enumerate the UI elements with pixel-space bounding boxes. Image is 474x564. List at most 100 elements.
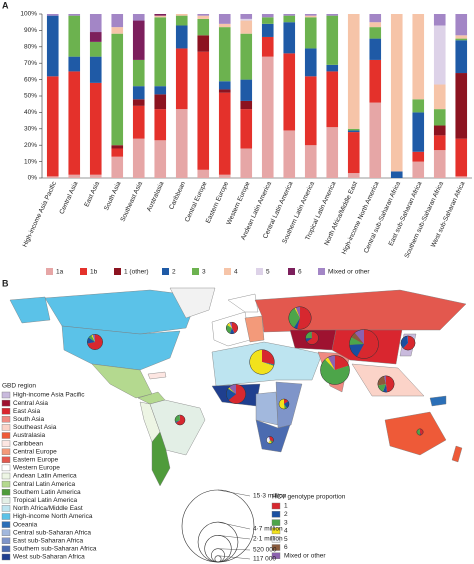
legend-label: Eastern Europe [13, 457, 59, 464]
pie-slice [270, 436, 274, 442]
legend-swatch [1, 440, 11, 447]
x-tick-label: Australasia [146, 180, 166, 212]
legend-label: Mixed or other [284, 553, 326, 560]
pie-outline [288, 306, 312, 330]
country-shape [429, 395, 447, 407]
legend-swatch [1, 505, 11, 512]
pie-slice [354, 329, 364, 344]
leader-line [217, 548, 251, 551]
bar-segment [347, 14, 360, 129]
bar-segment [46, 176, 59, 178]
y-tick-label: 40% [24, 109, 37, 116]
bar-segment [304, 48, 317, 77]
country-shape [451, 445, 463, 463]
country-shape [227, 293, 259, 313]
legend-swatch [1, 480, 11, 488]
pie-slice [229, 328, 235, 334]
legend-label: East sub-Saharan Africa [13, 538, 83, 545]
pie-slice [294, 307, 300, 318]
bar-segment [412, 99, 425, 113]
x-tick-label: Eastern Europe [205, 180, 231, 224]
legend-swatch [1, 545, 11, 553]
bar-segment [89, 56, 102, 83]
pie-outline [320, 355, 350, 385]
y-tick-label: 60% [24, 76, 37, 83]
pie-slice [266, 436, 270, 444]
bar-segment [390, 171, 403, 178]
bar-segment [283, 130, 296, 178]
legend-swatch [1, 391, 11, 399]
legend-label: 5 [266, 269, 270, 276]
legend-swatch [271, 552, 281, 559]
size-legend-label: 520 000 [253, 547, 277, 554]
bar-segment [197, 15, 210, 19]
legend-label: 1b [90, 269, 98, 276]
legend-swatch [271, 502, 281, 510]
legend-swatch [1, 416, 11, 423]
legend-label: Southeast Asia [13, 424, 57, 431]
bar-segment [218, 81, 231, 90]
bar-segment [46, 15, 59, 77]
legend-swatch [1, 472, 11, 480]
bar-segment [132, 14, 145, 21]
size-legend-circle [197, 521, 239, 563]
bar-segment [154, 17, 167, 87]
legend-swatch [1, 521, 11, 528]
bar-segment [283, 53, 296, 131]
legend-label: Andean Latin America [13, 473, 77, 480]
world-map [9, 287, 467, 487]
bar-segment [89, 32, 102, 42]
country-shape [151, 431, 171, 487]
pie-slice [419, 432, 421, 436]
pie-slice [383, 375, 386, 384]
legend-label: Central Latin America [13, 481, 76, 488]
legend-label: North Africa/Middle East [13, 505, 83, 512]
pie-slice [284, 401, 290, 409]
bar-segment [369, 38, 382, 60]
pie-slice [228, 384, 246, 404]
pie-slice [262, 362, 275, 366]
legend-label: Oceania [13, 521, 38, 528]
bar-segment [433, 135, 446, 151]
pie-slice [91, 334, 95, 342]
pie-outline [266, 436, 274, 444]
legend-label: Central Europe [13, 448, 57, 455]
legend-swatch [288, 268, 295, 275]
legend-swatch [271, 544, 281, 551]
pie-slice [306, 331, 319, 345]
bar-segment [154, 15, 167, 18]
legend-swatch [271, 527, 281, 535]
bar-segment [326, 64, 339, 72]
bar-segment [68, 56, 81, 72]
pie-slice [232, 322, 238, 334]
bar-segment [218, 23, 231, 28]
bar-segment [433, 84, 446, 110]
pie-slice [284, 404, 287, 410]
size-legend-label: 2·1 million [253, 536, 283, 543]
y-tick-label: 10% [24, 158, 37, 165]
pie-slice [351, 332, 364, 344]
panel-label: B [2, 278, 9, 288]
bar-segment [240, 14, 253, 19]
bar-segment [326, 14, 339, 16]
legend-swatch [318, 268, 325, 275]
y-tick-label: 90% [24, 27, 37, 34]
bar-segment [412, 151, 425, 162]
panel-label: A [2, 0, 9, 10]
pie-slice [268, 436, 270, 440]
legend-swatch [46, 268, 53, 275]
bar-segment [154, 109, 167, 141]
leader-line [217, 489, 251, 497]
legend-swatch [114, 268, 121, 275]
bar-segment [89, 82, 102, 175]
legend-label: 1 [284, 503, 288, 510]
leader-line [217, 535, 251, 540]
bar-segment [326, 127, 339, 178]
legend-label: Caribbean [13, 440, 43, 447]
pie-outline [377, 375, 395, 393]
x-tick-label: Central Asia [58, 180, 79, 215]
pie-slice [228, 384, 236, 394]
legend-label: 6 [284, 544, 288, 551]
pie-slice [88, 335, 95, 342]
country-shape [9, 296, 51, 324]
